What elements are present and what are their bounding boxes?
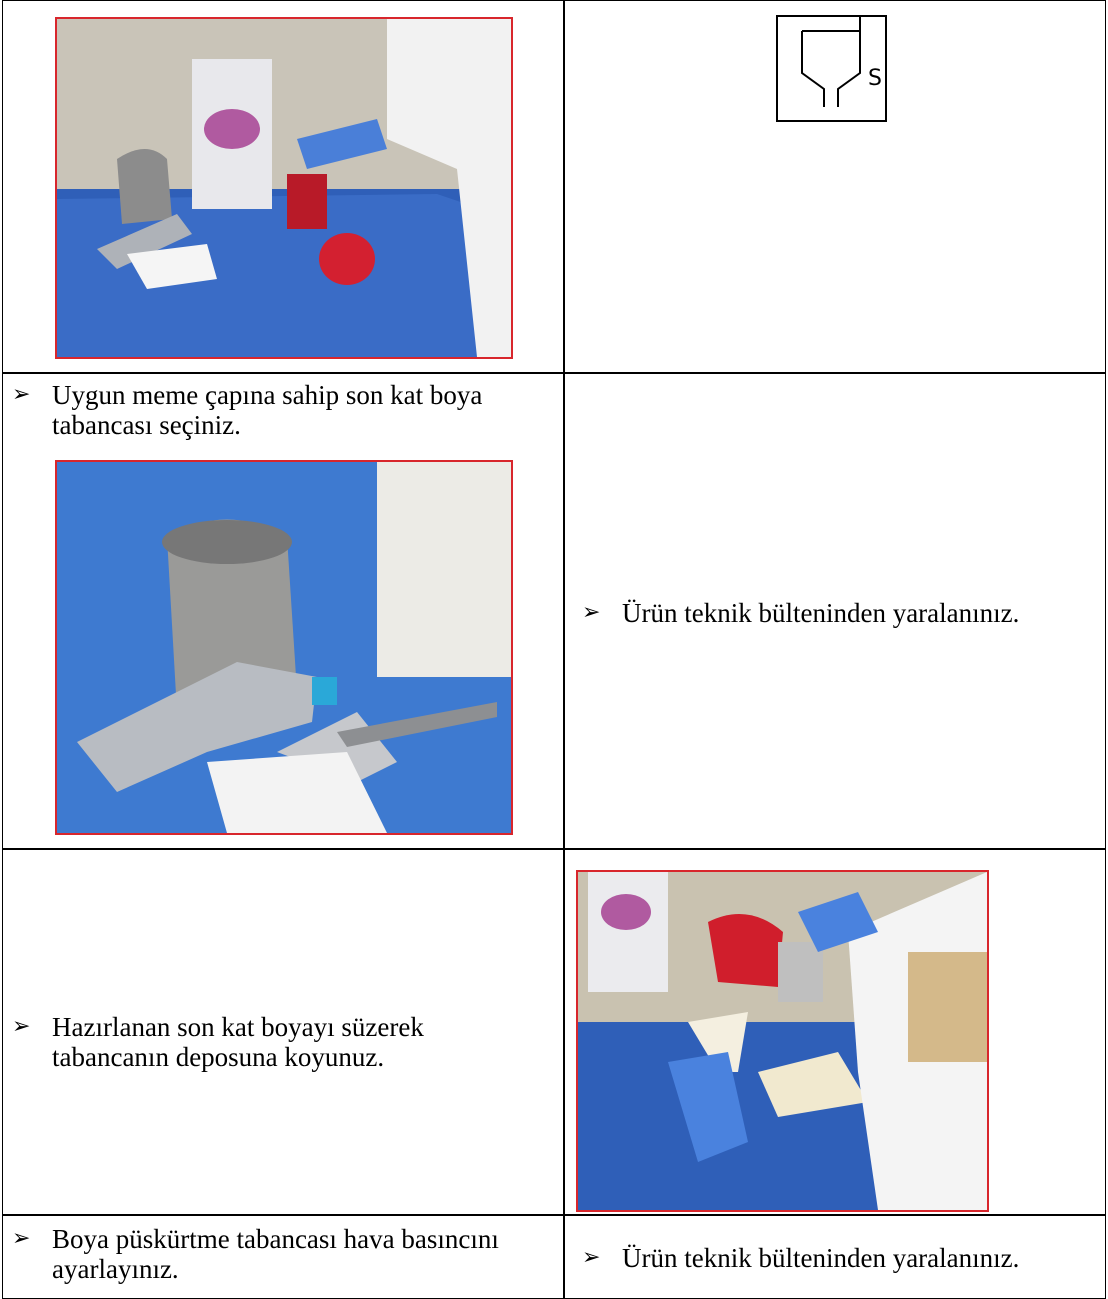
table-cell — [2, 372, 565, 850]
table-cell — [563, 848, 1106, 1216]
note-text: Ürün teknik bülteninden yaralanınız. — [582, 1243, 1102, 1273]
instruction-text: Boya püskürtme tabancası hava basıncını … — [12, 1224, 557, 1284]
note-text: Ürün teknik bülteninden yaralanınız. — [582, 598, 1102, 628]
instruction-text: Uygun meme çapına sahip son kat boya tab… — [12, 380, 542, 440]
photo — [576, 870, 989, 1212]
table-cell — [2, 0, 565, 374]
table-cell — [563, 372, 1106, 850]
photo-scene — [57, 19, 511, 357]
table-cell — [563, 0, 1106, 374]
table-cell — [2, 848, 565, 1216]
symbol-label: S — [868, 66, 882, 91]
photo — [55, 17, 513, 359]
photo — [55, 460, 513, 835]
photo-scene — [57, 462, 511, 833]
funnel-symbol: S — [776, 15, 887, 122]
instruction-text: Hazırlanan son kat boyayı süzerek tabanc… — [12, 1012, 492, 1072]
photo-scene — [578, 872, 987, 1210]
